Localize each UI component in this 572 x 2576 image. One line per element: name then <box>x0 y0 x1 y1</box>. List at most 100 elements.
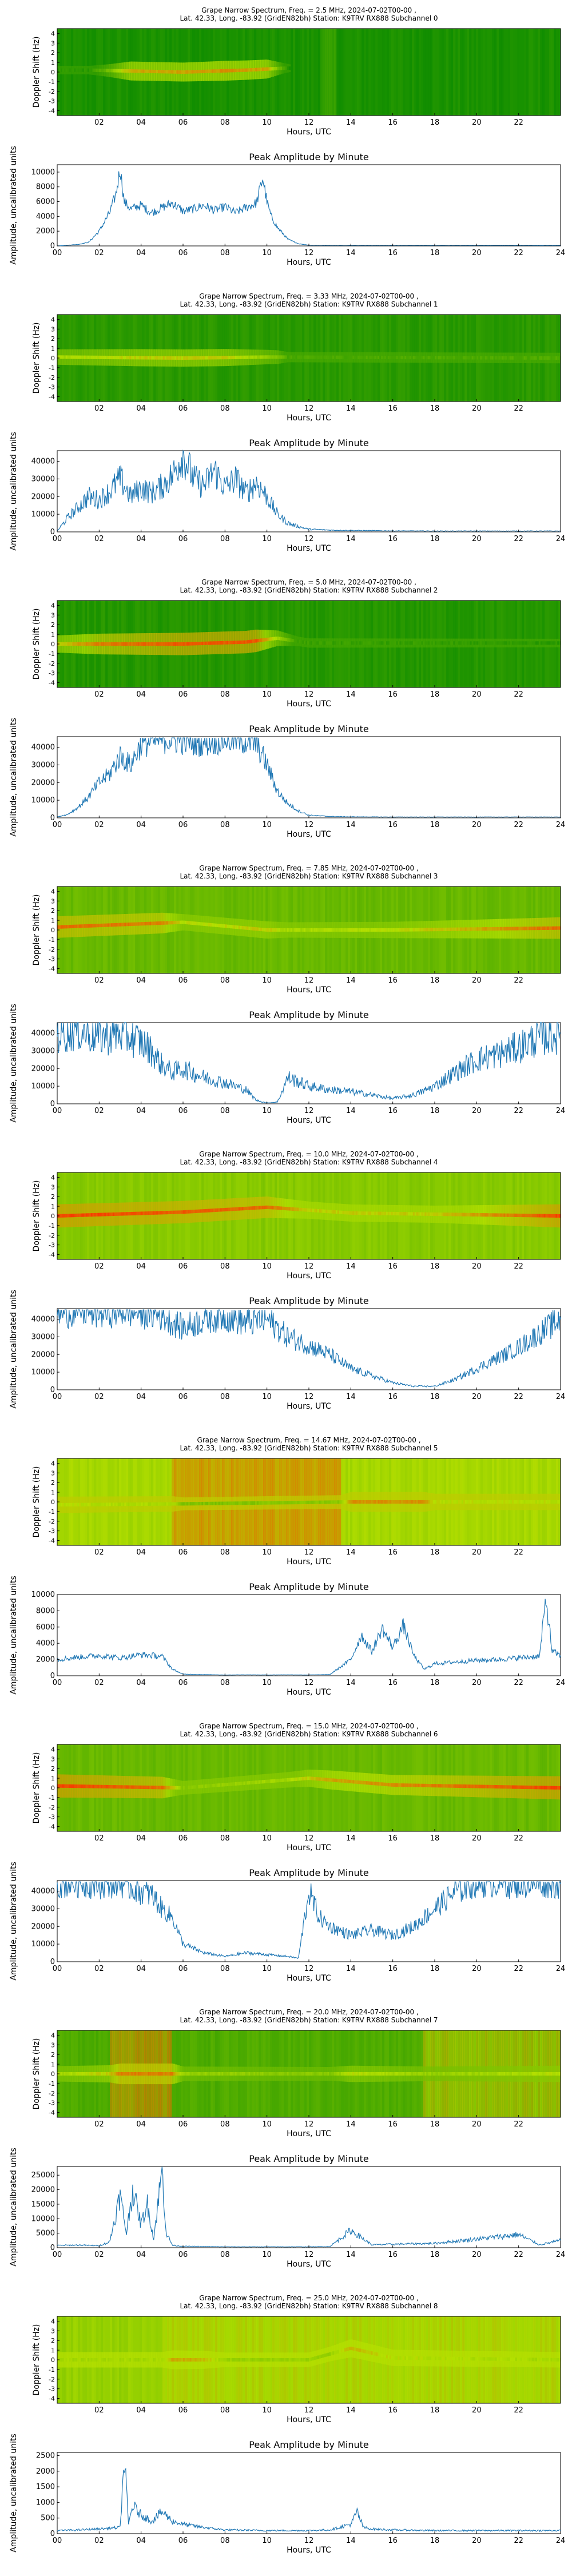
x-axis-label: Hours, UTC <box>287 128 331 137</box>
x-tick-label: 08 <box>220 1107 230 1115</box>
x-tick-label: 20 <box>472 1262 482 1271</box>
x-tick-label: 18 <box>430 690 440 699</box>
x-tick-label: 08 <box>220 821 230 829</box>
amplitude-chart-3: Peak Amplitude by Minute0100002000030000… <box>9 432 565 553</box>
spectrogram-10: Grape Narrow Spectrum, Freq. = 14.67 MHz… <box>32 1436 561 1567</box>
spectrogram-column <box>480 29 483 116</box>
spectrogram-column <box>515 29 518 116</box>
spectrogram-column <box>384 29 387 116</box>
y-tick-label: 10000 <box>31 1082 55 1091</box>
amplitude-chart-5: Peak Amplitude by Minute0100002000030000… <box>9 718 565 839</box>
x-tick-label: 14 <box>346 404 356 413</box>
y-tick-label: -3 <box>49 670 55 677</box>
spectrogram-column <box>524 29 527 116</box>
x-tick-label: 02 <box>94 690 104 699</box>
y-tick-label: -3 <box>49 1242 55 1249</box>
y-tick-label: -2 <box>49 88 55 96</box>
spectrogram-column <box>375 29 378 116</box>
spectrogram-column <box>483 29 486 116</box>
x-tick-label: 24 <box>556 1393 566 1401</box>
plot-area <box>57 165 561 246</box>
x-tick-label: 06 <box>178 535 188 543</box>
y-axis-label: Doppler Shift (Hz) <box>32 895 41 966</box>
y-tick-label: 6000 <box>36 198 55 206</box>
spectrogram-column <box>503 29 506 116</box>
x-axis-label: Hours, UTC <box>287 1402 331 1411</box>
y-tick-label: 2 <box>51 621 55 629</box>
y-tick-label: 2 <box>51 49 55 57</box>
x-tick-label: 22 <box>514 821 523 829</box>
y-tick-label: 0 <box>51 355 55 362</box>
x-tick-label: 22 <box>514 976 523 985</box>
y-tick-label: 1 <box>51 917 55 924</box>
x-tick-label: 18 <box>430 1393 440 1401</box>
y-tick-label: 4000 <box>36 212 55 221</box>
x-tick-label: 10 <box>262 535 272 543</box>
spectrogram-title-line1: Grape Narrow Spectrum, Freq. = 5.0 MHz, … <box>201 578 416 586</box>
x-tick-label: 04 <box>136 690 146 699</box>
x-tick-label: 08 <box>220 1393 230 1401</box>
y-tick-label: -2 <box>49 946 55 953</box>
y-axis-label: Amplitude, uncalibrated units <box>9 146 18 265</box>
spectrogram-column <box>556 29 559 116</box>
y-tick-label: -1 <box>49 1222 55 1230</box>
spectrogram-column <box>535 29 538 116</box>
spectrogram-column <box>410 29 412 116</box>
x-axis-label: Hours, UTC <box>287 258 331 267</box>
x-axis-label: Hours, UTC <box>287 1116 331 1125</box>
y-tick-label: -4 <box>49 393 55 401</box>
y-tick-label: 1 <box>51 59 55 66</box>
spectrogram-8: Grape Narrow Spectrum, Freq. = 10.0 MHz,… <box>32 1150 561 1281</box>
y-tick-label: 40000 <box>31 458 55 466</box>
y-tick-label: -4 <box>49 965 55 973</box>
x-tick-label: 14 <box>346 1107 356 1115</box>
spectrogram-column <box>389 29 392 116</box>
spectrogram-title-line2: Lat. 42.33, Long. -83.92 (GridEN82bh) St… <box>180 1158 438 1166</box>
spectrogram-title-line2: Lat. 42.33, Long. -83.92 (GridEN82bh) St… <box>180 300 438 308</box>
spectrogram-column <box>529 29 531 116</box>
x-tick-label: 22 <box>514 404 523 413</box>
x-tick-label: 20 <box>472 821 482 829</box>
spectrogram-column <box>547 29 550 116</box>
x-tick-label: 08 <box>220 690 230 699</box>
spectrogram-column <box>485 29 488 116</box>
amplitude-chart-9: Peak Amplitude by Minute0100002000030000… <box>9 1290 565 1411</box>
y-tick-label: 2000 <box>36 227 55 236</box>
spectrogram-column <box>359 29 362 116</box>
spectrogram-4: Grape Narrow Spectrum, Freq. = 5.0 MHz, … <box>32 578 561 709</box>
spectrogram-title-line1: Grape Narrow Spectrum, Freq. = 7.85 MHz,… <box>199 864 418 872</box>
x-tick-label: 20 <box>472 249 482 257</box>
spectrogram-column <box>471 29 474 116</box>
y-tick-label: -3 <box>49 98 55 105</box>
spectrogram-column <box>513 29 515 116</box>
spectrogram-column <box>467 29 470 116</box>
x-tick-label: 10 <box>262 118 272 127</box>
spectrogram-column <box>295 29 298 116</box>
spectrogram-column <box>348 29 351 116</box>
x-tick-label: 18 <box>430 1262 440 1271</box>
y-tick-label: 4 <box>51 602 55 609</box>
spectrogram-carrier <box>289 66 291 70</box>
spectrogram-column <box>332 29 335 116</box>
spectrogram-column <box>304 29 307 116</box>
y-tick-label: 3 <box>51 611 55 619</box>
y-tick-label: 3 <box>51 39 55 47</box>
spectrogram-column <box>545 29 547 116</box>
x-tick-label: 00 <box>53 1107 62 1115</box>
x-tick-label: 00 <box>53 1393 62 1401</box>
y-tick-label: -4 <box>49 1251 55 1259</box>
y-axis-label: Doppler Shift (Hz) <box>32 609 41 680</box>
spectrogram-column <box>478 29 481 116</box>
spectrogram-0: Grape Narrow Spectrum, Freq. = 2.5 MHz, … <box>32 6 561 137</box>
spectrogram-title-line2: Lat. 42.33, Long. -83.92 (GridEN82bh) St… <box>180 586 438 594</box>
spectrogram-column <box>474 29 476 116</box>
spectrogram-column <box>538 29 541 116</box>
spectrogram-column <box>350 29 353 116</box>
x-tick-label: 14 <box>346 976 356 985</box>
spectrogram-column <box>442 29 444 116</box>
x-tick-label: 04 <box>136 976 146 985</box>
spectrogram-column <box>398 29 401 116</box>
y-axis-label: Amplitude, uncalibrated units <box>9 432 18 551</box>
x-tick-label: 08 <box>220 249 230 257</box>
y-tick-label: 4 <box>51 888 55 895</box>
